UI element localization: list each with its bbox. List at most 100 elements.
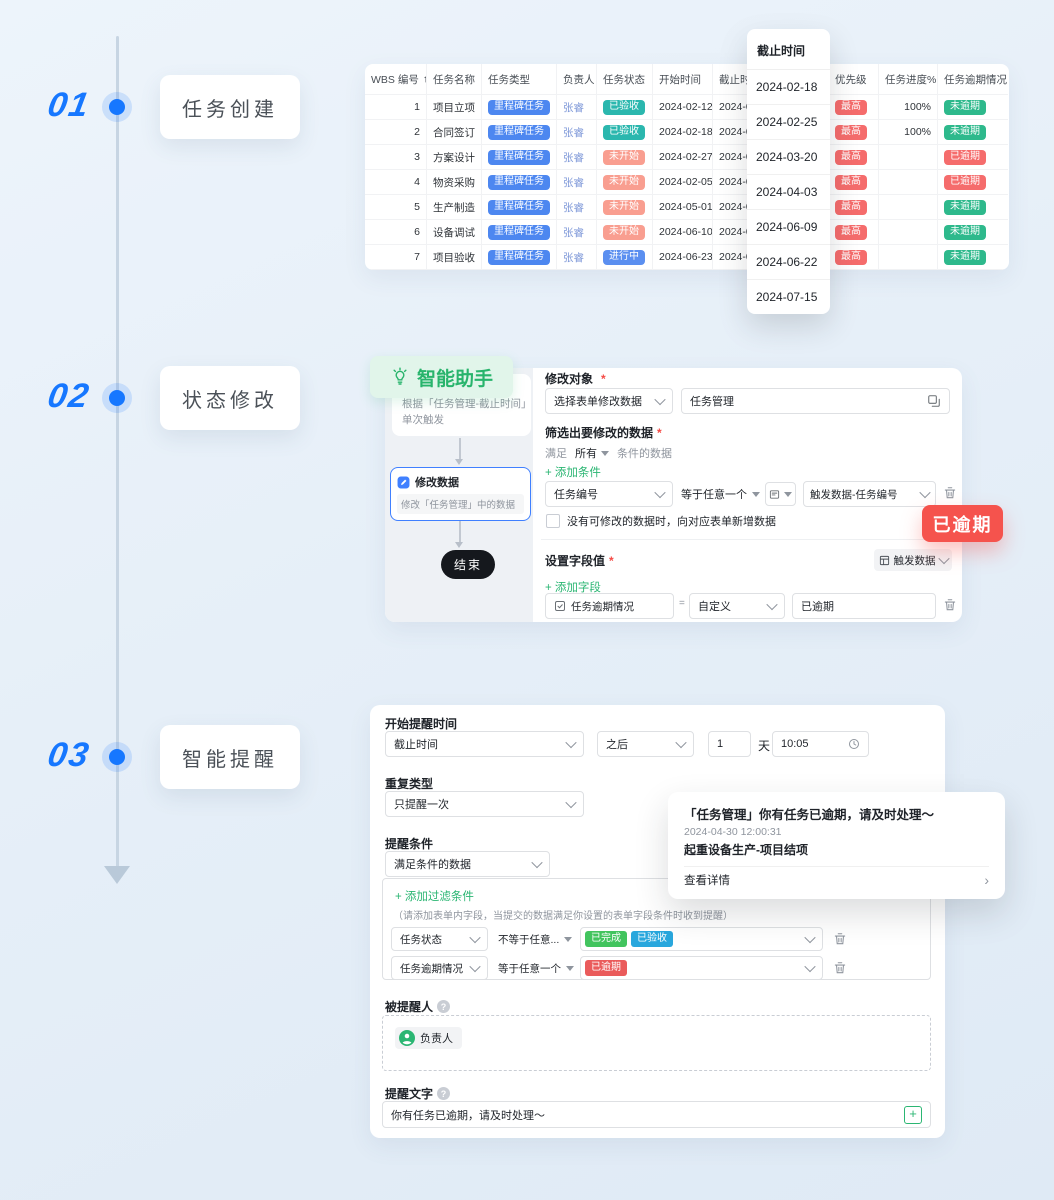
filter-values-select[interactable]: 已逾期	[580, 956, 823, 980]
table-cell[interactable]	[879, 170, 938, 195]
table-cell[interactable]: 未逾期	[938, 120, 1008, 145]
table-cell[interactable]: 3	[365, 145, 427, 170]
table-cell[interactable]: 未开始	[597, 145, 653, 170]
table-cell[interactable]: 2	[365, 120, 427, 145]
table-cell[interactable]: 张睿	[557, 195, 597, 220]
table-cell[interactable]: 物资采购	[427, 170, 482, 195]
table-cell[interactable]: 2024-05-01	[653, 195, 713, 220]
column-header[interactable]: 任务类型	[482, 64, 557, 95]
table-cell[interactable]: 最高	[829, 220, 879, 245]
filter-operator-select[interactable]: 不等于任意...	[498, 932, 573, 947]
table-cell[interactable]: 2024-02-27	[653, 145, 713, 170]
column-header[interactable]: 优先级	[829, 64, 879, 95]
due-date-option[interactable]: 2024-02-25	[747, 104, 830, 139]
delete-icon[interactable]	[943, 486, 957, 500]
column-header[interactable]: 任务进度%	[879, 64, 938, 95]
repeat-type-select[interactable]: 只提醒一次	[385, 791, 584, 817]
filter-operator-select[interactable]: 等于任意一个	[498, 961, 574, 976]
delete-icon[interactable]	[943, 598, 957, 612]
notify-person-box[interactable]: 负责人	[382, 1015, 931, 1071]
sort-ascending-icon[interactable]: ↑	[423, 74, 426, 85]
table-cell[interactable]: 6	[365, 220, 427, 245]
table-cell[interactable]: 未逾期	[938, 245, 1008, 270]
target-mode-select[interactable]: 选择表单修改数据	[545, 388, 673, 414]
add-field-link[interactable]: + 添加字段	[545, 582, 601, 594]
time-input[interactable]: 10:05	[772, 731, 869, 757]
table-cell[interactable]: 里程碑任务	[482, 245, 557, 270]
set-field-value-input[interactable]: 已逾期	[792, 593, 936, 619]
view-details-link[interactable]: 查看详情	[684, 875, 730, 887]
table-cell[interactable]: 5	[365, 195, 427, 220]
table-cell[interactable]: 100%	[879, 120, 938, 145]
table-cell[interactable]: 最高	[829, 145, 879, 170]
add-filter-link[interactable]: + 添加过滤条件	[395, 891, 474, 903]
table-cell[interactable]: 已逾期	[938, 145, 1008, 170]
column-header[interactable]: 负责人	[557, 64, 597, 95]
set-field-name-input[interactable]: 任务逾期情况	[545, 593, 674, 619]
table-cell[interactable]: 张睿	[557, 95, 597, 120]
table-cell[interactable]: 未逾期	[938, 95, 1008, 120]
table-cell[interactable]: 项目立项	[427, 95, 482, 120]
table-cell[interactable]: 已验收	[597, 120, 653, 145]
table-cell[interactable]: 张睿	[557, 145, 597, 170]
help-icon[interactable]: ?	[437, 1000, 451, 1013]
due-date-option[interactable]: 2024-07-15	[747, 279, 830, 314]
table-cell[interactable]: 最高	[829, 245, 879, 270]
table-cell[interactable]: 已验收	[597, 95, 653, 120]
table-cell[interactable]: 已逾期	[938, 170, 1008, 195]
match-mode-select[interactable]: 所有	[575, 445, 609, 461]
due-date-option[interactable]: 2024-02-18	[756, 80, 818, 94]
table-cell[interactable]: 进行中	[597, 245, 653, 270]
condition-value-select[interactable]: 触发数据-任务编号	[803, 481, 936, 507]
condition-operator-select[interactable]: 等于任意一个	[681, 486, 760, 502]
table-cell[interactable]: 未开始	[597, 170, 653, 195]
table-cell[interactable]: 方案设计	[427, 145, 482, 170]
filter-field-select[interactable]: 任务逾期情况	[391, 956, 488, 980]
table-cell[interactable]: 张睿	[557, 120, 597, 145]
column-header[interactable]: 开始时间	[653, 64, 713, 95]
filter-values-select[interactable]: 已完成 已验收	[580, 927, 823, 951]
table-cell[interactable]: 张睿	[557, 245, 597, 270]
add-condition-link[interactable]: + 添加条件	[545, 467, 601, 479]
due-date-option[interactable]: 2024-06-09	[747, 209, 830, 244]
due-date-option[interactable]: 2024-04-03	[747, 174, 830, 209]
table-cell[interactable]: 最高	[829, 120, 879, 145]
insert-field-button[interactable]: +	[904, 1105, 922, 1124]
table-cell[interactable]: 最高	[829, 95, 879, 120]
table-cell[interactable]: 2024-02-05	[653, 170, 713, 195]
table-cell[interactable]: 4	[365, 170, 427, 195]
table-cell[interactable]	[879, 195, 938, 220]
delete-icon[interactable]	[833, 932, 847, 946]
create-if-missing-checkbox[interactable]	[546, 514, 560, 528]
table-cell[interactable]	[879, 245, 938, 270]
modify-data-node[interactable]: 修改数据 修改「任务管理」中的数据	[390, 467, 531, 521]
table-cell[interactable]: 合同签订	[427, 120, 482, 145]
target-form-input[interactable]: 任务管理	[681, 388, 950, 414]
table-cell[interactable]: 2024-02-12	[653, 95, 713, 120]
table-cell[interactable]: 最高	[829, 195, 879, 220]
filter-field-select[interactable]: 任务状态	[391, 927, 488, 951]
table-cell[interactable]: 张睿	[557, 220, 597, 245]
table-cell[interactable]: 里程碑任务	[482, 145, 557, 170]
table-cell[interactable]: 2024-02-18	[653, 120, 713, 145]
table-cell[interactable]: 未逾期	[938, 195, 1008, 220]
due-date-option[interactable]: 2024-06-22	[747, 244, 830, 279]
table-cell[interactable]: 2024-06-10	[653, 220, 713, 245]
table-cell[interactable]: 设备调试	[427, 220, 482, 245]
column-header[interactable]: 任务逾期情况	[938, 64, 1008, 95]
table-cell[interactable]: 1	[365, 95, 427, 120]
set-field-type-select[interactable]: 自定义	[689, 593, 785, 619]
table-cell[interactable]	[879, 145, 938, 170]
start-time-select[interactable]: 截止时间	[385, 731, 584, 757]
table-cell[interactable]: 里程碑任务	[482, 95, 557, 120]
table-cell[interactable]: 张睿	[557, 170, 597, 195]
days-input[interactable]: 1	[708, 731, 751, 757]
table-cell[interactable]: 7	[365, 245, 427, 270]
value-type-select[interactable]	[765, 482, 796, 506]
table-cell[interactable]: 2024-06-23	[653, 245, 713, 270]
table-cell[interactable]: 里程碑任务	[482, 120, 557, 145]
table-cell[interactable]: 生产制造	[427, 195, 482, 220]
table-cell[interactable]: 未开始	[597, 195, 653, 220]
notification-footer[interactable]: 查看详情 ›	[684, 866, 989, 893]
table-cell[interactable]: 里程碑任务	[482, 220, 557, 245]
